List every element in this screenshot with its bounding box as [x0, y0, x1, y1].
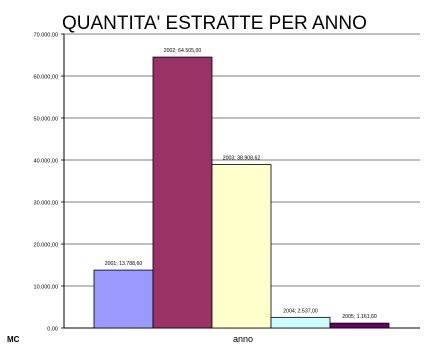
chart-title: QUANTITA' ESTRATTE PER ANNO [62, 13, 367, 34]
y-tick-label: 0,00 [47, 327, 58, 333]
bar-2004 [270, 316, 331, 329]
y-tick-label: 40.000,00 [34, 159, 58, 165]
data-label-2001: 2001; 13.788,60 [105, 261, 143, 267]
y-tick-label: 30.000,00 [34, 201, 58, 207]
y-tick-label: 20.000,00 [34, 243, 58, 249]
bars [93, 56, 390, 329]
y-tick-label: 10.000,00 [34, 285, 58, 291]
bar-2002 [152, 56, 213, 329]
bar-2003 [211, 164, 272, 329]
data-labels: 2001; 13.788,60 2002; 64.505,00 2003; 38.9… [105, 48, 377, 320]
data-label-2002: 2002; 64.505,00 [164, 48, 202, 54]
y-tick-label: 70.000,00 [34, 33, 58, 39]
bar-2005 [329, 322, 390, 329]
bar-2001 [93, 269, 154, 329]
data-label-2003: 2003; 38.908,62 [223, 156, 261, 162]
y-tick-label: 60.000,00 [34, 75, 58, 81]
y-tick-label: 50.000,00 [34, 117, 58, 123]
y-axis-title: MC [7, 335, 20, 344]
x-axis-title: anno [233, 334, 253, 344]
y-axis-tick-labels: 0,00 10.000,00 20.000,00 30.000,00 40.000,00… [34, 33, 58, 333]
data-label-2004: 2004; 2.537,00 [283, 308, 318, 314]
data-label-2005: 2005; 1.161,60 [342, 314, 377, 320]
